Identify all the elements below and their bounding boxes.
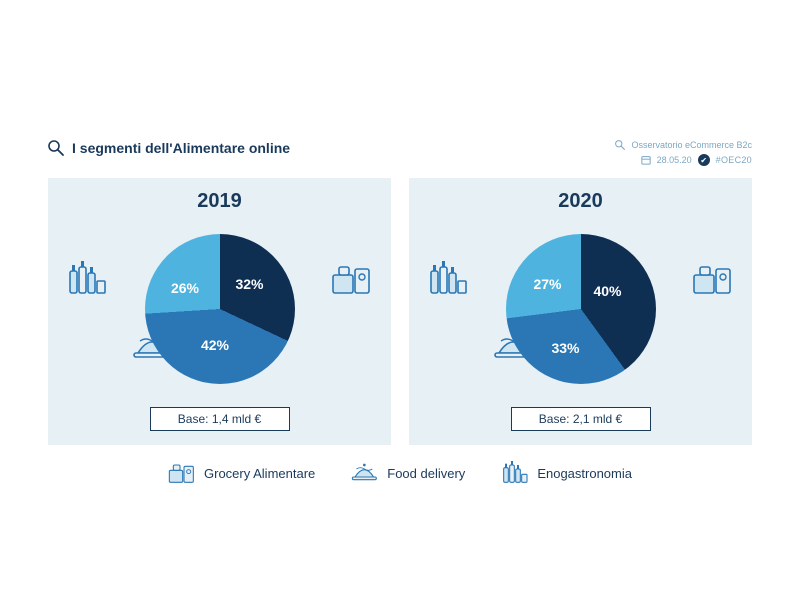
source-row: Osservatorio eCommerce B2c	[615, 140, 752, 150]
bottles-icon	[501, 461, 529, 485]
legend-label: Grocery Alimentare	[204, 466, 315, 481]
cloche-icon	[351, 461, 379, 485]
base-box: Base: 2,1 mld €	[511, 407, 651, 431]
magnify-icon	[48, 140, 64, 156]
grocery-icon	[168, 461, 196, 485]
chart-area: 40% 33% 27%	[419, 219, 742, 399]
legend-item-eno: Enogastronomia	[501, 461, 632, 485]
date-hashtag-row: 28.05.20 ✔ #OEC20	[615, 154, 752, 166]
panel-title: 2019	[58, 190, 381, 213]
legend-label: Enogastronomia	[537, 466, 632, 481]
hashtag-label: #OEC20	[716, 155, 752, 165]
slice-label-eno: 27%	[533, 276, 561, 292]
source-label: Osservatorio eCommerce B2c	[631, 140, 752, 150]
slice-label-delivery: 33%	[551, 340, 579, 356]
header-meta: Osservatorio eCommerce B2c 28.05.20 ✔ #O…	[615, 140, 752, 166]
calendar-icon	[641, 155, 651, 165]
base-box: Base: 1,4 mld €	[150, 407, 290, 431]
bottles-icon	[427, 261, 469, 297]
legend-label: Food delivery	[387, 466, 465, 481]
panel-2020: 2020 40% 33% 27% Base: 2,1 mld €	[409, 178, 752, 445]
chart-area: 32% 42% 26%	[58, 219, 381, 399]
panel-title: 2020	[419, 190, 742, 213]
header: I segmenti dell'Alimentare online Osserv…	[48, 140, 752, 166]
legend-item-delivery: Food delivery	[351, 461, 465, 485]
grocery-icon	[331, 261, 373, 297]
bottles-icon	[66, 261, 108, 297]
legend: Grocery Alimentare Food delivery Enogast…	[48, 461, 752, 485]
magnify-mini-icon	[615, 140, 625, 150]
panel-2019: 2019 32% 42% 26% Base: 1,4 mld €	[48, 178, 391, 445]
chart-container: I segmenti dell'Alimentare online Osserv…	[48, 140, 752, 485]
hashtag-badge-icon: ✔	[698, 154, 710, 166]
date-label: 28.05.20	[657, 155, 692, 165]
slice-label-grocery: 32%	[235, 276, 263, 292]
pie-chart: 40% 33% 27%	[506, 234, 656, 384]
title-wrap: I segmenti dell'Alimentare online	[48, 140, 290, 156]
pie-chart: 32% 42% 26%	[145, 234, 295, 384]
slice-label-eno: 26%	[171, 280, 199, 296]
slice-label-grocery: 40%	[593, 283, 621, 299]
panels: 2019 32% 42% 26% Base: 1,4 mld € 2020	[48, 178, 752, 445]
grocery-icon	[692, 261, 734, 297]
page-title: I segmenti dell'Alimentare online	[72, 140, 290, 156]
slice-label-delivery: 42%	[201, 337, 229, 353]
legend-item-grocery: Grocery Alimentare	[168, 461, 315, 485]
